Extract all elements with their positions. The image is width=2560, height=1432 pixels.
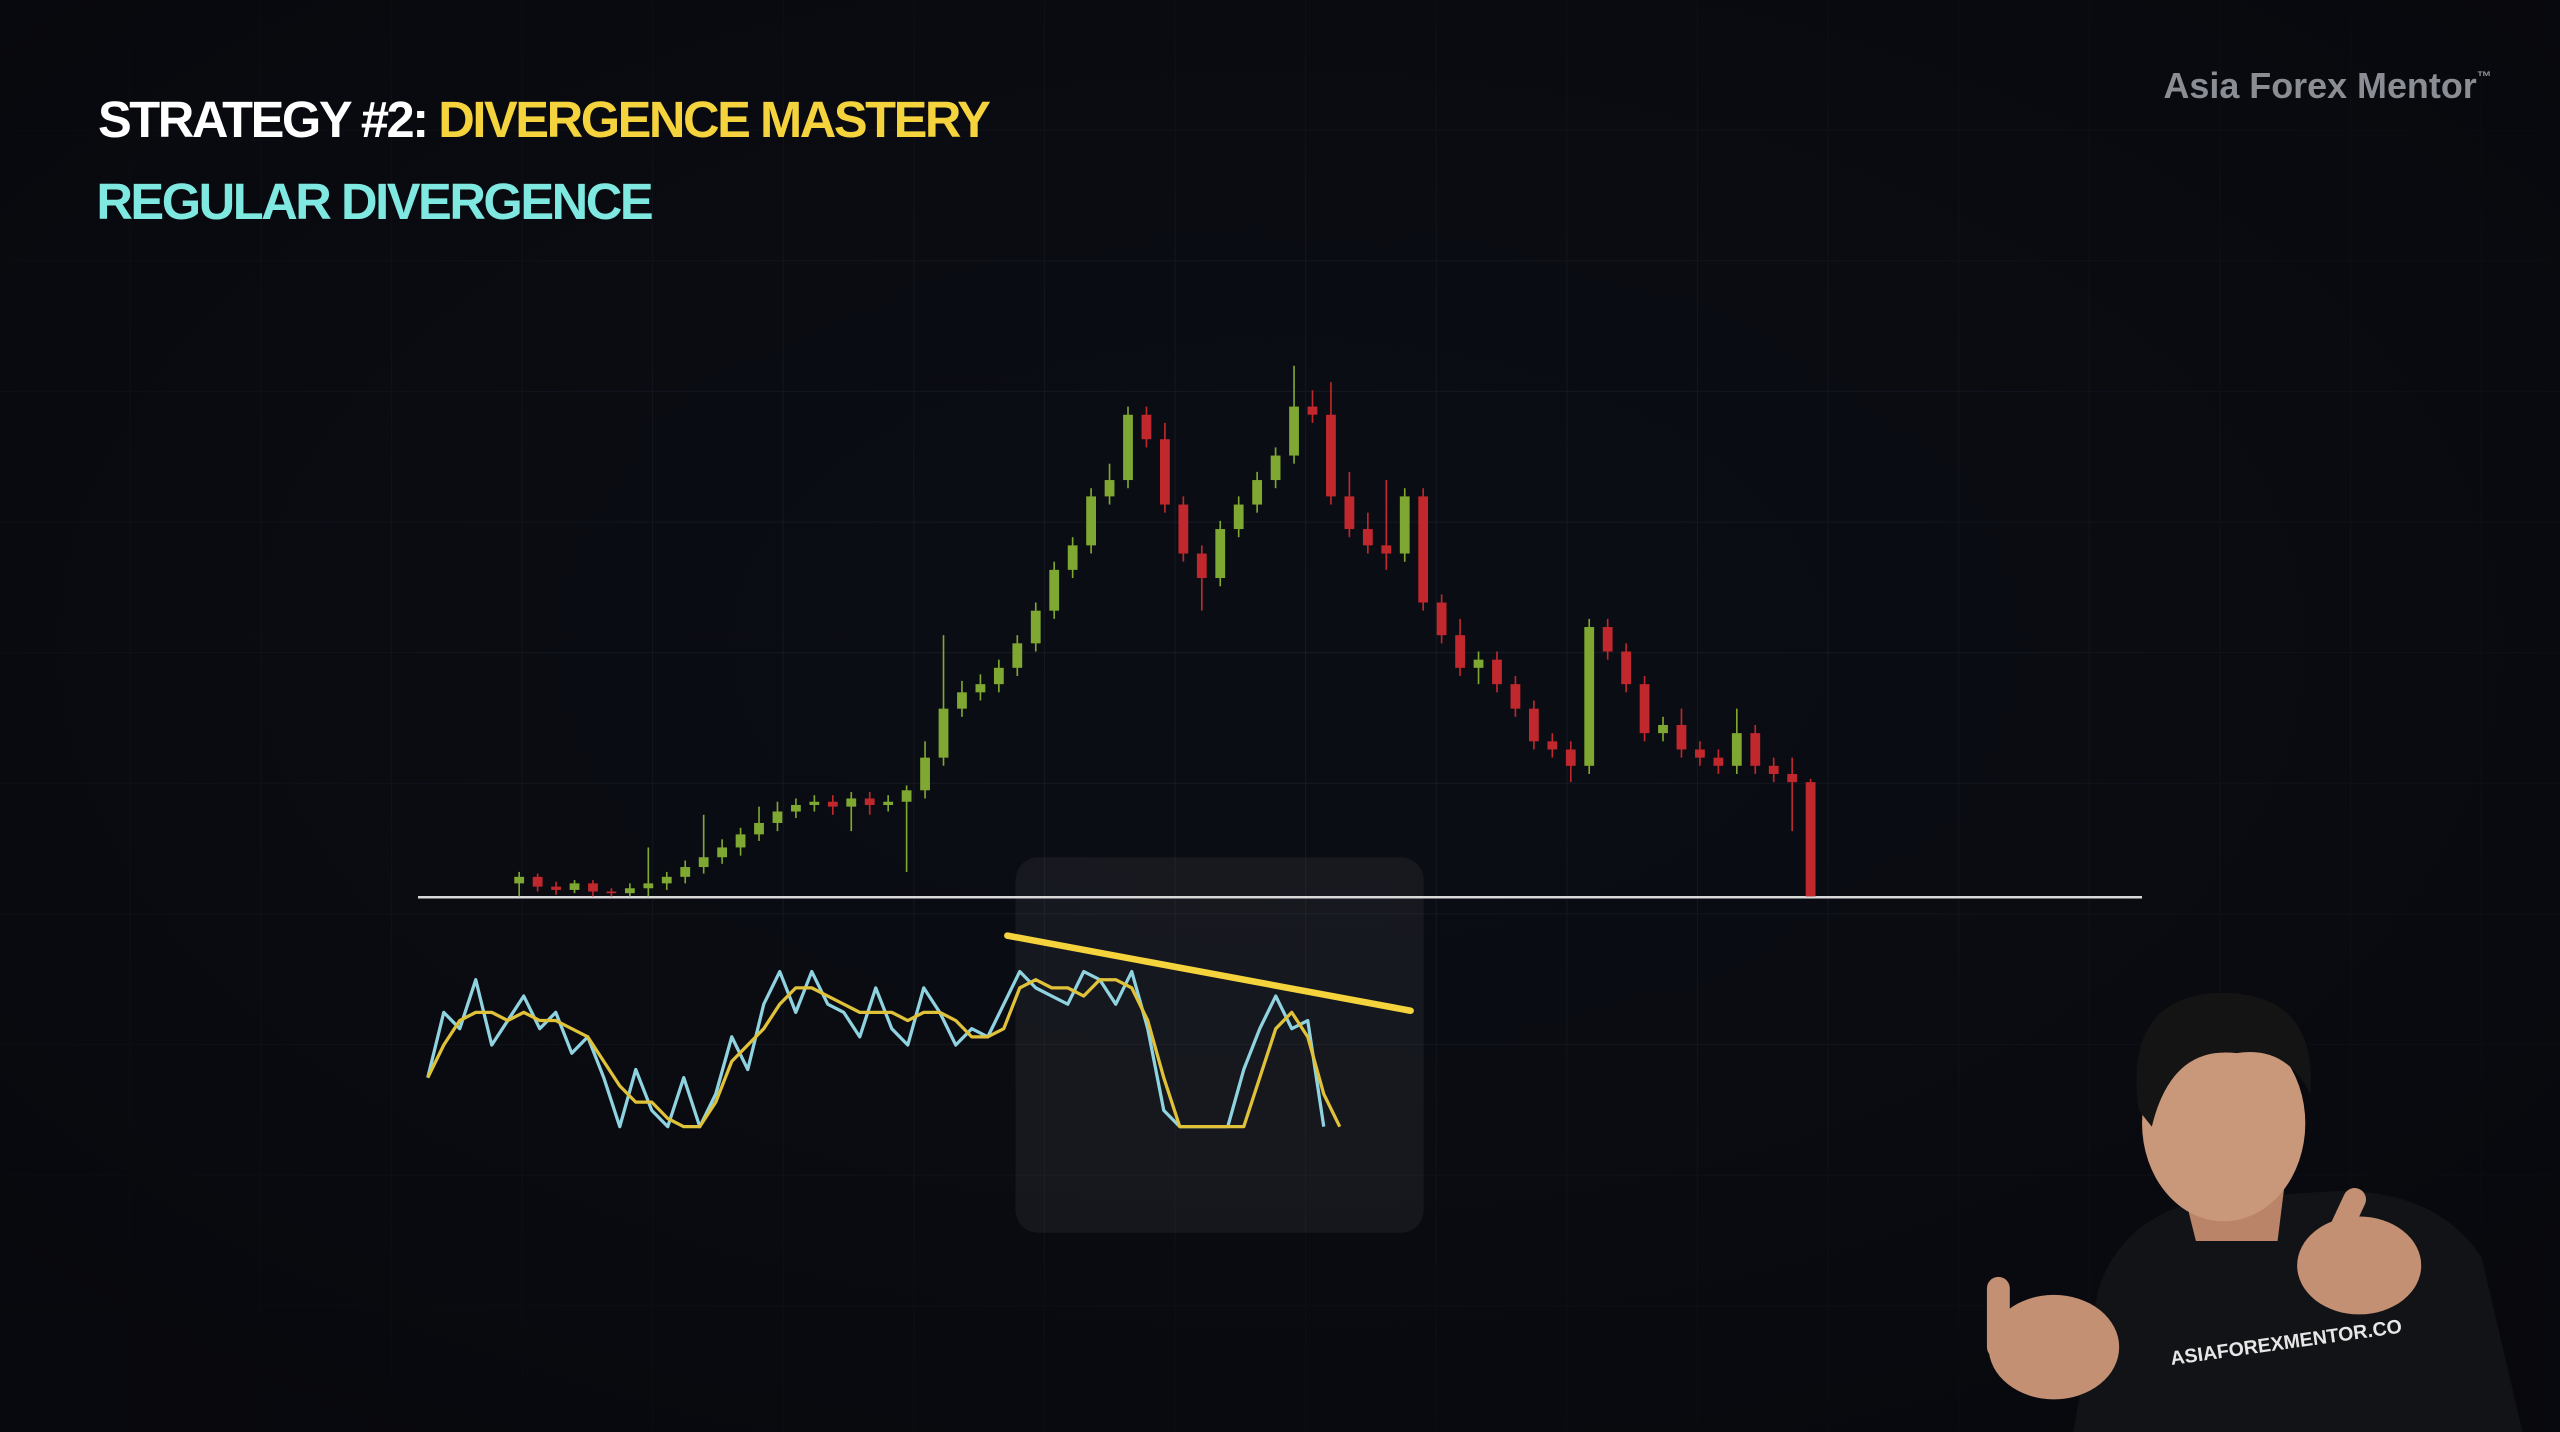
presenter: ASIAFOREXMENTOR.CO: [1986, 992, 2523, 1432]
candle-body: [993, 667, 1004, 685]
candle-body: [1086, 496, 1096, 546]
logo: Asia Forex Mentor™: [2163, 65, 2491, 106]
candle-body: [809, 801, 820, 805]
candle-body: [1160, 439, 1170, 505]
candle-body: [1233, 504, 1244, 530]
candle-body: [606, 891, 617, 894]
candle-body: [1473, 659, 1484, 668]
candle-body: [1565, 749, 1576, 766]
candle-body: [957, 692, 967, 709]
candle-body: [1196, 553, 1207, 579]
logo-name: Asia Forex Mentor: [2163, 65, 2476, 106]
candle-body: [1399, 496, 1410, 554]
candle-body: [698, 857, 709, 868]
presenter-thumb-right: [2322, 1188, 2367, 1256]
candle-body: [864, 798, 875, 805]
candle-body: [1528, 708, 1539, 742]
candle-body: [1658, 724, 1668, 734]
candle-body: [846, 798, 857, 807]
title-highlight: DIVERGENCE MASTERY: [438, 91, 990, 148]
candle-body: [1584, 627, 1595, 766]
candle-body: [1381, 545, 1392, 554]
candle-body: [1362, 529, 1373, 546]
candle-body: [791, 804, 801, 812]
presenter-hand-left: [1988, 1294, 2120, 1400]
logo-trademark: ™: [2477, 70, 2492, 86]
candle-body: [920, 757, 930, 791]
candle-body: [1344, 496, 1355, 530]
candle-body: [1510, 684, 1521, 709]
candle-body: [717, 847, 728, 858]
oscillator-line: [426, 969, 1326, 1129]
candle-body: [1215, 529, 1226, 579]
candle-body: [588, 883, 598, 892]
title: STRATEGY #2: DIVERGENCE MASTERY: [98, 91, 990, 148]
candle-body: [1787, 773, 1798, 783]
candle-body: [569, 883, 580, 890]
candle-body: [1012, 643, 1023, 668]
candlestick-chart: [514, 365, 1816, 897]
candle-body: [1141, 414, 1152, 440]
candle-body: [532, 876, 543, 887]
candle-body: [1455, 635, 1465, 668]
candle-body: [772, 811, 783, 823]
title-prefix: STRATEGY #2:: [98, 91, 427, 148]
candle-body: [624, 888, 635, 894]
candle-body: [680, 867, 691, 877]
candle-body: [1805, 782, 1816, 897]
candle-body: [735, 834, 746, 848]
presenter-hand-right: [2297, 1216, 2422, 1315]
highlight-box: [1015, 857, 1424, 1233]
presenter-hair: [2136, 992, 2311, 1127]
oscillator-line: [426, 978, 1342, 1129]
candle-body: [827, 801, 838, 807]
oscillator-chart: [426, 969, 1342, 1129]
candle-body: [1178, 504, 1189, 554]
candle-body: [1492, 659, 1502, 685]
candle-body: [975, 684, 986, 693]
candle-body: [1067, 545, 1078, 570]
candle-body: [1768, 765, 1779, 774]
candle-body: [1731, 733, 1742, 766]
candle-body: [1289, 406, 1299, 456]
presenter-thumb-left: [1986, 1276, 2010, 1359]
candle-body: [1252, 480, 1263, 505]
candle-body: [661, 876, 672, 884]
candle-body: [1270, 455, 1281, 481]
candle-body: [1713, 757, 1724, 766]
candle-body: [1030, 610, 1041, 644]
subtitle: REGULAR DIVERGENCE: [96, 173, 652, 230]
candle-body: [938, 708, 949, 758]
candle-body: [643, 883, 654, 889]
candle-body: [514, 876, 525, 884]
candle-body: [1326, 414, 1336, 497]
candle-body: [1750, 733, 1761, 766]
presenter-face: [2142, 1025, 2306, 1222]
candle-body: [1123, 414, 1133, 481]
divergence-trendline: [1004, 932, 1414, 1014]
candle-body: [1621, 651, 1632, 685]
candle-body: [1436, 602, 1447, 636]
candle-body: [1676, 724, 1687, 750]
candle-body: [1547, 741, 1558, 750]
candle-body: [551, 886, 561, 890]
candle-body: [754, 822, 764, 835]
candle-body: [883, 801, 894, 805]
candle-body: [1602, 627, 1613, 652]
candle-body: [901, 790, 912, 802]
candle-body: [1104, 480, 1115, 497]
candle-body: [1695, 749, 1705, 758]
candle-body: [1418, 496, 1429, 603]
candle-body: [1639, 684, 1650, 734]
candle-body: [1049, 569, 1060, 611]
candle-body: [1307, 406, 1318, 415]
